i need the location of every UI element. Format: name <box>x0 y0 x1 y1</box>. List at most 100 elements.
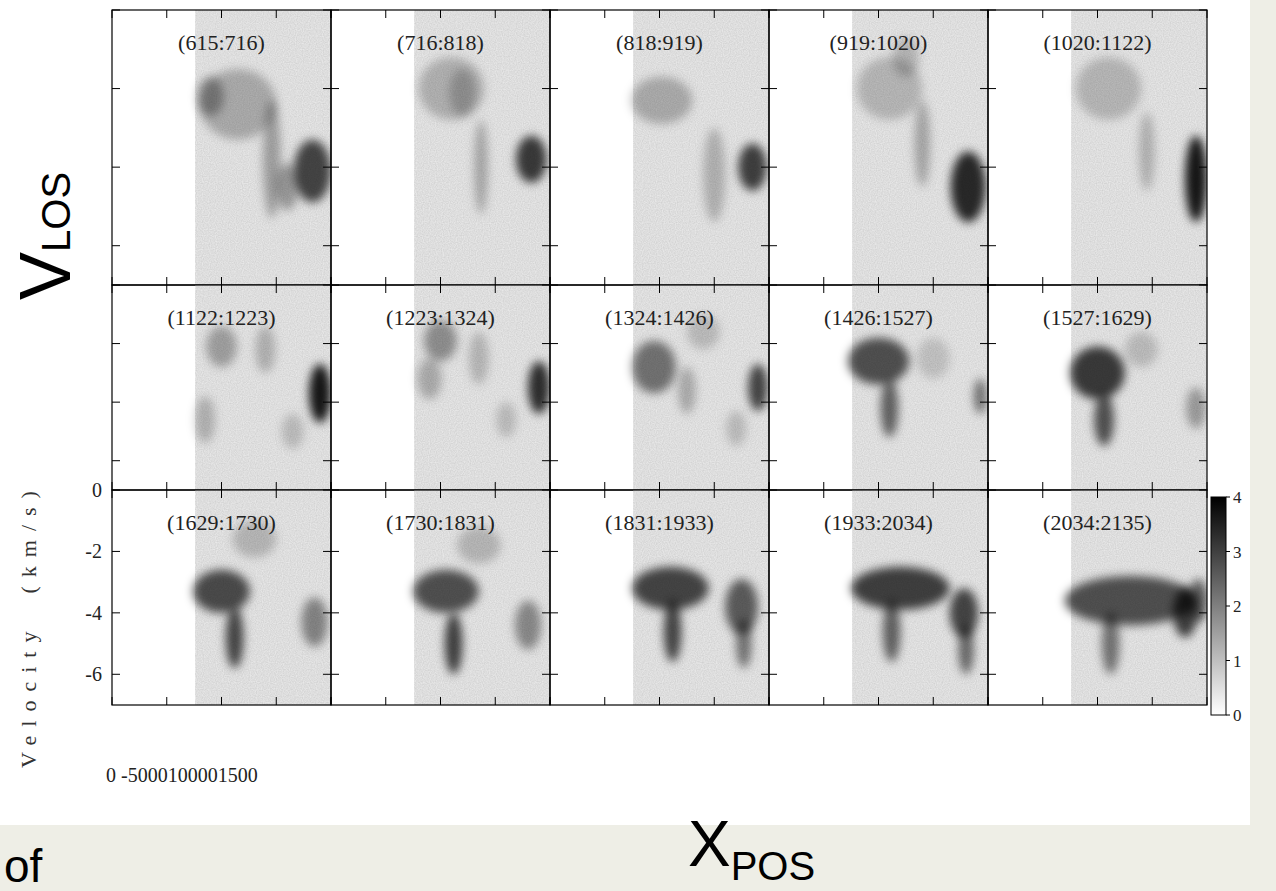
y-tick <box>988 460 996 461</box>
y-tick <box>542 88 550 89</box>
y-tick <box>550 674 558 675</box>
panel-frame <box>550 10 769 285</box>
v-los-label: VLOS <box>5 172 85 300</box>
x-tick <box>1097 490 1098 498</box>
x-tick <box>1207 277 1208 285</box>
y-tick <box>769 285 777 286</box>
panel-frame <box>769 10 988 285</box>
y-tick <box>112 88 120 89</box>
panel: (1831:1933) <box>550 490 769 705</box>
x-tick <box>933 482 934 490</box>
y-tick <box>323 490 331 491</box>
x-tick <box>112 277 113 285</box>
x-tick <box>878 482 879 490</box>
y-tick <box>988 674 996 675</box>
emission-group <box>1065 576 1207 674</box>
y-tick <box>550 551 558 552</box>
y-tick <box>323 460 331 461</box>
emission-feature <box>263 100 281 218</box>
y-tick <box>769 612 777 613</box>
x-tick <box>495 697 496 705</box>
y-tick <box>323 551 331 552</box>
x-tick <box>988 277 989 285</box>
x-tick <box>878 697 879 705</box>
emission-feature <box>1188 579 1207 622</box>
y-tick <box>550 343 558 344</box>
y-tick <box>542 674 550 675</box>
x-tick <box>659 277 660 285</box>
emission-feature <box>1185 136 1207 222</box>
x-pos-sub: POS <box>731 844 815 888</box>
x-tick <box>440 10 441 18</box>
emission-feature <box>226 607 244 668</box>
x-tick <box>276 482 277 490</box>
y-tick <box>769 490 777 491</box>
x-pos-main: X <box>688 808 731 880</box>
emission-feature <box>496 402 516 437</box>
x-tick <box>385 285 386 293</box>
x-tick <box>659 482 660 490</box>
x-tick <box>769 490 770 498</box>
emission-feature <box>1186 388 1206 429</box>
emission-feature <box>413 570 479 613</box>
x-tick <box>933 285 934 293</box>
x-tick <box>276 10 277 18</box>
emission-group <box>195 326 331 449</box>
emission-feature <box>703 128 725 222</box>
y-tick <box>112 245 120 246</box>
y-tick <box>1199 167 1207 168</box>
y-tick <box>980 460 988 461</box>
y-tick <box>542 402 550 403</box>
y-tick <box>761 551 769 552</box>
x-tick <box>769 482 770 490</box>
slide-text: of <box>4 840 43 891</box>
emission-feature <box>678 367 696 414</box>
x-tick <box>1097 697 1098 705</box>
colorbar-tick-label: 1 <box>1233 652 1242 671</box>
y-tick <box>988 343 996 344</box>
x-tick <box>714 482 715 490</box>
y-tick <box>980 245 988 246</box>
y-tick <box>980 88 988 89</box>
y-tick <box>323 88 331 89</box>
y-tick <box>542 460 550 461</box>
slide-background <box>0 0 1276 891</box>
x-tick <box>1207 490 1208 498</box>
y-tick-label: -4 <box>85 602 102 624</box>
emission-feature <box>445 613 463 674</box>
x-tick <box>440 277 441 285</box>
y-tick <box>1199 490 1207 491</box>
x-tick <box>276 490 277 498</box>
panel-frame <box>112 490 331 705</box>
x-tick <box>550 10 551 18</box>
emission-feature <box>736 619 751 668</box>
x-tick <box>331 482 332 490</box>
x-tick <box>988 482 989 490</box>
emission-group <box>1076 57 1207 222</box>
panel-title: (919:1020) <box>830 30 928 55</box>
x-tick <box>823 285 824 293</box>
y-tick <box>323 402 331 403</box>
y-tick <box>988 490 996 491</box>
colorbar-tick-label: 3 <box>1233 543 1242 562</box>
x-tick <box>550 285 551 293</box>
x-tick <box>276 277 277 285</box>
x-tick <box>112 285 113 293</box>
colorbar-tick <box>1226 497 1230 498</box>
y-tick <box>988 245 996 246</box>
panel-frame <box>550 285 769 490</box>
y-tick <box>980 402 988 403</box>
y-tick <box>1199 402 1207 403</box>
y-tick <box>550 10 558 11</box>
x-tick <box>659 490 660 498</box>
x-tick <box>1097 10 1098 18</box>
y-tick <box>988 10 996 11</box>
emission-feature <box>1102 613 1120 674</box>
emission-group <box>848 338 987 438</box>
y-tick <box>323 167 331 168</box>
y-tick <box>323 245 331 246</box>
panel-frame <box>769 285 988 490</box>
y-tick <box>761 490 769 491</box>
x-tick <box>1152 482 1153 490</box>
x-tick <box>878 285 879 293</box>
